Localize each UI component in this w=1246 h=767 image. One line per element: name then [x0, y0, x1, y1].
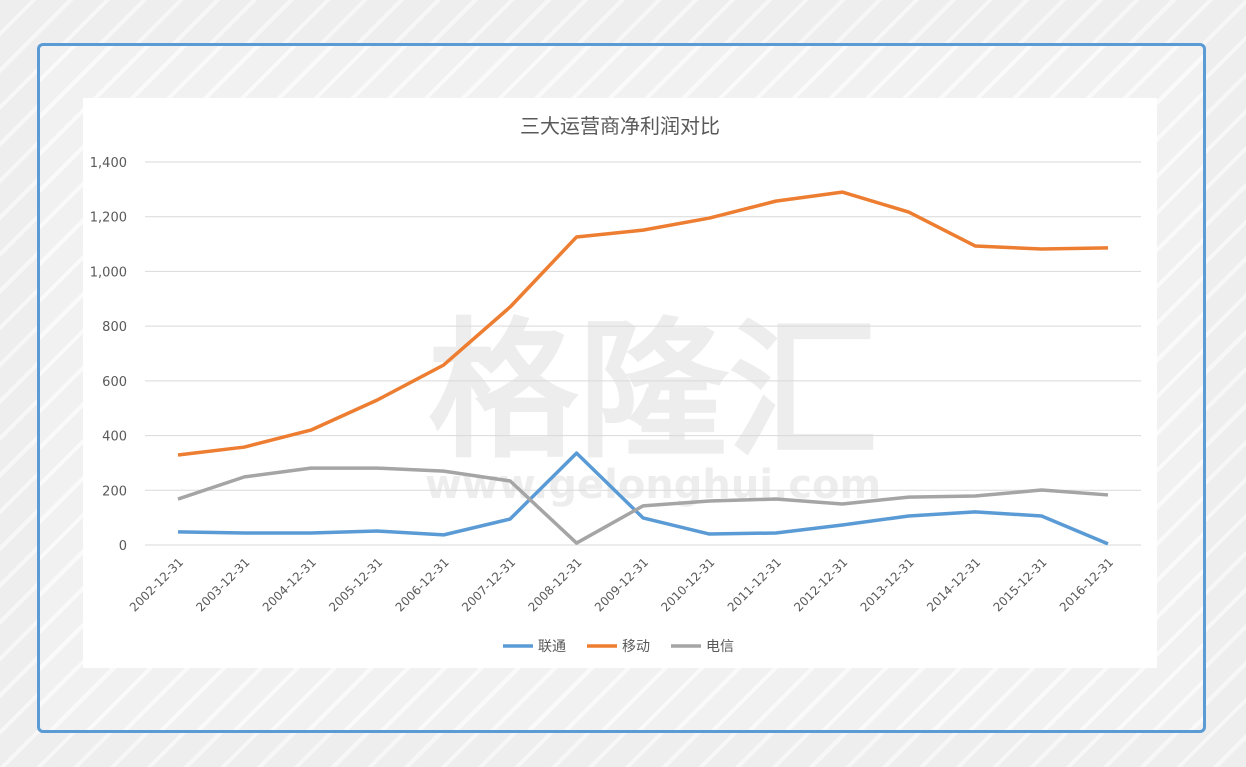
- series-line-移动: [177, 190, 1109, 457]
- x-tick-label: 2004-12-31: [260, 555, 319, 614]
- y-tick-label: 1,000: [90, 265, 127, 280]
- watermark-logo: 格隆汇: [428, 305, 878, 479]
- y-tick-label: 200: [102, 484, 127, 499]
- y-tick-label: 0: [119, 539, 127, 554]
- x-tick-label: 2002-12-31: [127, 555, 186, 614]
- x-tick-label: 2006-12-31: [393, 555, 452, 614]
- x-tick-label: 2005-12-31: [326, 555, 385, 614]
- x-tick-label: 2008-12-31: [525, 555, 584, 614]
- x-tick-label: 2003-12-31: [193, 555, 252, 614]
- x-tick-label: 2009-12-31: [592, 555, 651, 614]
- x-tick-label: 2016-12-31: [1057, 555, 1116, 614]
- chart-area: 格隆汇 www.gelonghui.com 三大运营商净利润对比 0 200 400…: [83, 98, 1157, 668]
- legend-label: 联通: [538, 639, 566, 655]
- series-line-联通: [177, 451, 1109, 546]
- x-tick-label: 2013-12-31: [858, 555, 917, 614]
- x-tick-label: 2010-12-31: [658, 555, 717, 614]
- series-line-电信: [177, 466, 1109, 545]
- y-tick-label: 600: [102, 375, 127, 390]
- line-chart: 格隆汇 www.gelonghui.com 三大运营商净利润对比 0200400…: [90, 114, 1141, 655]
- x-tick-label: 2011-12-31: [725, 555, 784, 614]
- y-tick-label: 800: [102, 320, 127, 335]
- y-tick-label: 1,400: [90, 156, 127, 171]
- x-tick-label: 2015-12-31: [990, 555, 1049, 614]
- y-tick-label: 400: [102, 430, 127, 445]
- chart-title: 三大运营商净利润对比: [520, 114, 720, 138]
- x-tick-label: 2014-12-31: [924, 555, 983, 614]
- x-tick-label: 2012-12-31: [791, 555, 850, 614]
- legend-label: 移动: [622, 639, 650, 655]
- legend-label: 电信: [706, 639, 734, 655]
- y-tick-label: 1,200: [90, 211, 127, 226]
- x-tick-label: 2007-12-31: [459, 555, 518, 614]
